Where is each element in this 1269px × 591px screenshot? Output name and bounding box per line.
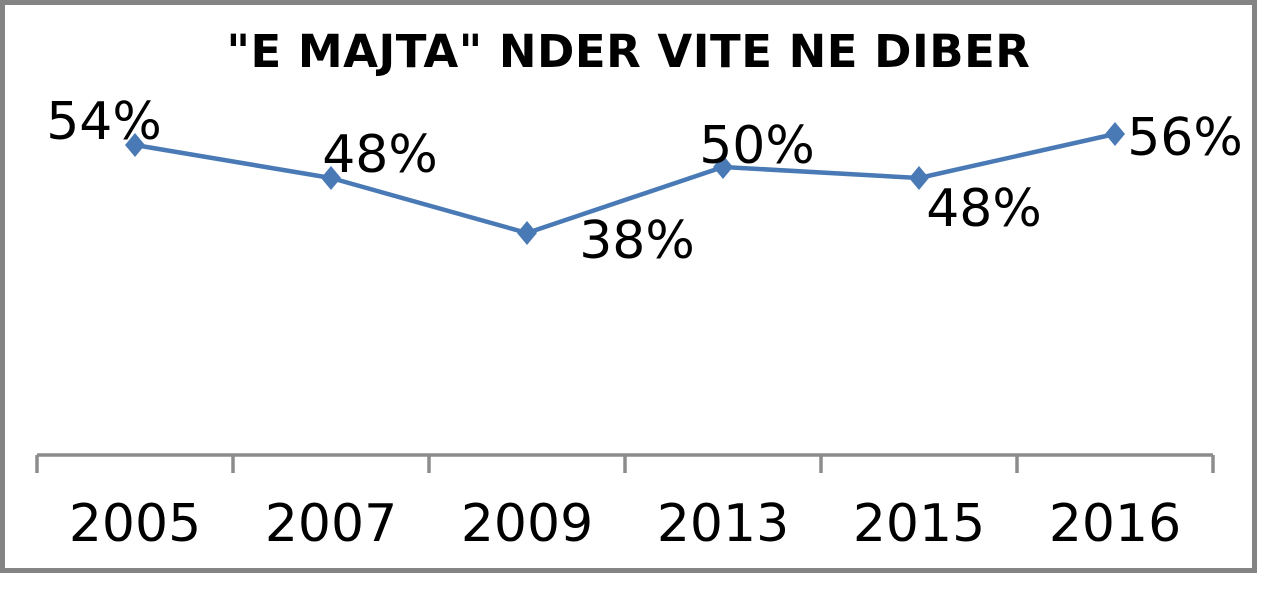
x-axis-label: 2005 bbox=[69, 494, 201, 554]
data-point-marker bbox=[909, 166, 929, 190]
data-point-marker bbox=[1105, 122, 1125, 146]
data-point-marker bbox=[517, 221, 537, 245]
data-point-label: 48% bbox=[322, 125, 438, 185]
series-line bbox=[132, 131, 1118, 236]
data-point-label: 38% bbox=[579, 211, 695, 271]
x-axis-label: 2016 bbox=[1049, 494, 1181, 554]
line-chart-svg: 54% 48% 38%50% 48% 56% 2005 2007 2009 2013 2015 20… bbox=[35, 92, 1243, 554]
chart-title: "E MAJTA" NDER VITE NE DIBER bbox=[226, 25, 1031, 78]
x-axis-label: 2013 bbox=[657, 494, 789, 554]
data-point-label: 54% bbox=[46, 92, 162, 152]
data-point-marker bbox=[713, 155, 733, 179]
data-point-label: 56% bbox=[1127, 108, 1243, 168]
x-axis-label: 2009 bbox=[461, 494, 593, 554]
data-point-marker bbox=[125, 133, 145, 157]
x-axis-label: 2015 bbox=[853, 494, 985, 554]
x-axis-label: 2007 bbox=[265, 494, 397, 554]
data-point-label: 50% bbox=[699, 116, 815, 176]
data-point-marker bbox=[321, 166, 341, 190]
data-point-label: 48% bbox=[926, 179, 1042, 239]
chart-frame: "E MAJTA" NDER VITE NE DIBER 54% 48% 38% 50… bbox=[0, 0, 1257, 573]
